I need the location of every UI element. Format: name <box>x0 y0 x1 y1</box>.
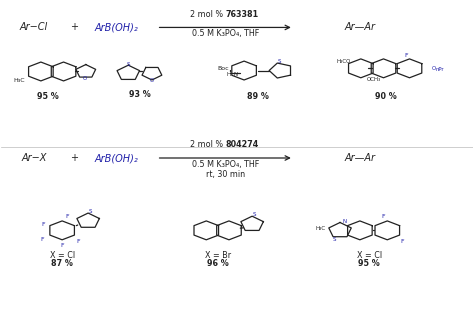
Text: S: S <box>127 62 130 67</box>
Text: Ar—Ar: Ar—Ar <box>345 153 375 163</box>
Text: S: S <box>333 237 337 242</box>
Text: rt, 30 min: rt, 30 min <box>206 170 245 179</box>
Text: F: F <box>401 239 404 244</box>
Text: F: F <box>60 243 64 248</box>
Text: H₃C: H₃C <box>316 226 326 231</box>
Text: Ar—Ar: Ar—Ar <box>345 22 375 33</box>
Text: Ar−X: Ar−X <box>21 153 46 163</box>
Text: 87 %: 87 % <box>51 259 73 268</box>
Text: F: F <box>382 214 385 219</box>
Text: 93 %: 93 % <box>129 90 151 99</box>
Text: 0.5 M K₃PO₄, THF: 0.5 M K₃PO₄, THF <box>191 29 259 38</box>
Text: 96 %: 96 % <box>207 259 229 268</box>
Text: H₃C: H₃C <box>14 78 26 83</box>
Text: O: O <box>432 66 437 71</box>
Text: F: F <box>404 53 408 58</box>
Text: Ar−Cl: Ar−Cl <box>19 22 48 33</box>
Text: 0.5 M K₃PO₄, THF: 0.5 M K₃PO₄, THF <box>191 160 259 168</box>
Text: +: + <box>70 22 78 33</box>
Text: 95 %: 95 % <box>37 92 59 100</box>
Text: F: F <box>65 214 69 219</box>
Text: X = Cl: X = Cl <box>50 251 75 260</box>
Text: +: + <box>70 153 78 163</box>
Text: 804274: 804274 <box>225 140 258 149</box>
Text: 763381: 763381 <box>225 9 258 19</box>
Text: ArB(OH)₂: ArB(OH)₂ <box>95 153 138 163</box>
Text: 2 mol %: 2 mol % <box>190 140 225 149</box>
Text: nPr: nPr <box>435 67 444 72</box>
Text: X = Br: X = Br <box>205 251 231 260</box>
Text: ArB(OH)₂: ArB(OH)₂ <box>95 22 138 33</box>
Text: 89 %: 89 % <box>247 92 269 100</box>
Text: OCH₃: OCH₃ <box>367 77 381 82</box>
Text: S: S <box>89 209 92 214</box>
Text: F: F <box>41 222 45 227</box>
Text: 90 %: 90 % <box>375 92 397 100</box>
Text: 2 mol %: 2 mol % <box>190 9 225 19</box>
Text: H: H <box>227 72 231 77</box>
Text: Boc: Boc <box>217 66 228 71</box>
Text: 95 %: 95 % <box>358 259 380 268</box>
Text: F: F <box>40 237 44 242</box>
Text: N: N <box>343 219 347 224</box>
Text: O: O <box>150 78 154 83</box>
Text: S: S <box>253 212 256 217</box>
Text: O: O <box>82 76 87 81</box>
Text: H₃CO: H₃CO <box>336 58 351 64</box>
Text: F: F <box>77 239 81 244</box>
Text: X = Cl: X = Cl <box>357 251 382 260</box>
Text: N: N <box>234 72 237 77</box>
Text: S: S <box>278 58 281 64</box>
